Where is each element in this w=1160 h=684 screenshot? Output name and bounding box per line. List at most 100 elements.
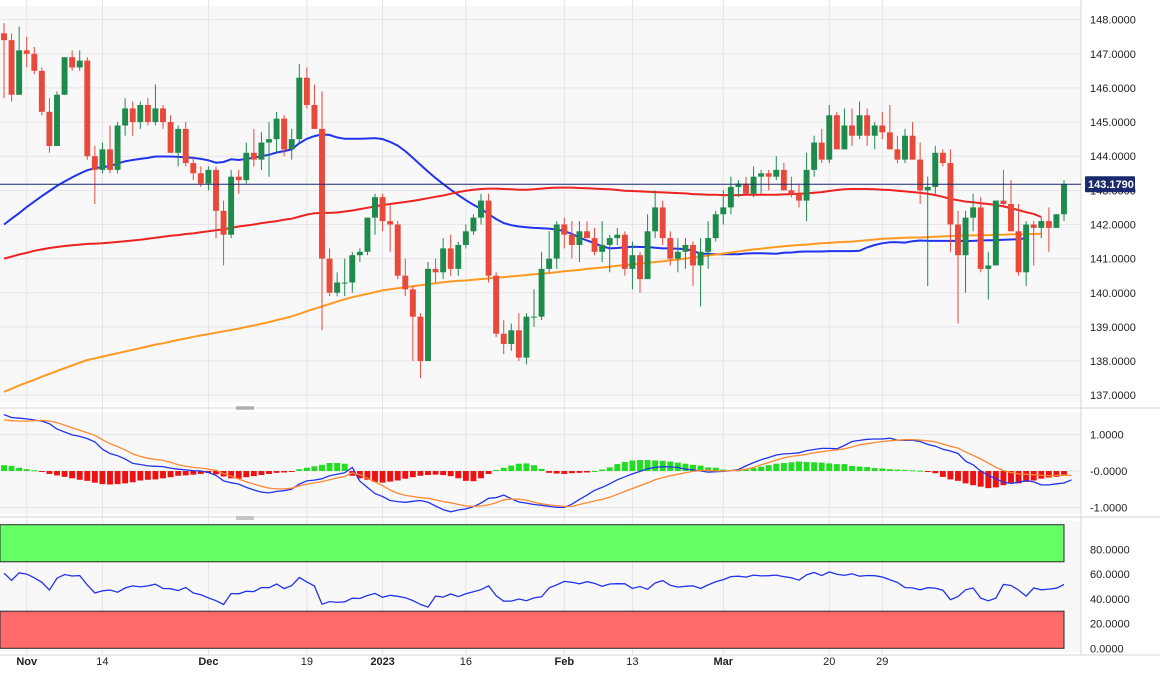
time-axis-label: Feb — [555, 656, 575, 668]
candle — [750, 166, 757, 198]
drag-handle-icon — [236, 406, 254, 410]
candle — [500, 320, 507, 355]
macd-histogram-bar — [281, 471, 288, 473]
candle — [621, 231, 628, 276]
macd-histogram-bar — [841, 464, 848, 472]
macd-histogram-bar — [372, 471, 378, 482]
macd-histogram-bar — [629, 460, 636, 472]
candle — [803, 152, 810, 222]
candle-body — [54, 94, 60, 146]
candle — [849, 108, 855, 146]
macd-histogram-bar — [228, 471, 235, 479]
macd-line — [3, 413, 1072, 513]
candle — [311, 84, 318, 129]
candle-body — [750, 176, 757, 194]
candle-body — [712, 214, 719, 239]
candle-body — [917, 159, 924, 191]
candle — [91, 145, 98, 204]
candle — [735, 180, 742, 198]
candle-body — [788, 190, 795, 194]
candles — [1, 23, 1067, 379]
candle-body — [107, 149, 113, 170]
candle-body — [190, 163, 197, 174]
candle-body — [667, 238, 674, 259]
macd-histogram-bar — [644, 460, 651, 472]
macd-histogram-bar — [266, 471, 272, 474]
macd-histogram-bar — [591, 471, 598, 473]
ma-fast-line — [3, 133, 1027, 256]
macd-histogram-bar — [402, 471, 409, 479]
macd-histogram-bar — [1045, 471, 1052, 478]
rsi-oversold-zone — [0, 610, 1065, 649]
candle-body — [129, 108, 136, 123]
candle-body — [614, 234, 621, 239]
candle-body — [992, 200, 999, 266]
candle — [394, 221, 401, 280]
candle-body — [1045, 221, 1052, 228]
candle-body — [637, 255, 643, 280]
candle — [606, 234, 613, 273]
rsi-tick-label: 40.0000 — [1090, 594, 1130, 606]
macd-histogram-bar — [818, 462, 825, 472]
moving-averages — [3, 133, 1042, 393]
candle — [743, 176, 749, 194]
candle — [637, 251, 643, 293]
macd-histogram-bar — [288, 471, 295, 473]
macd-histogram-bar — [144, 471, 151, 480]
candle — [84, 57, 91, 160]
candle-body — [682, 244, 689, 252]
candle-body — [1023, 224, 1030, 273]
candle — [667, 231, 674, 266]
candle-body — [455, 244, 462, 269]
macd-histogram-bar — [1008, 471, 1014, 483]
macd-histogram-bar — [99, 471, 106, 485]
candle-body — [690, 244, 696, 266]
macd-histogram-bar — [417, 471, 424, 476]
candle — [364, 217, 371, 256]
candle-body — [939, 152, 946, 164]
candle — [228, 169, 235, 239]
candle-body — [780, 169, 787, 191]
rsi-tick-label: 80.0000 — [1090, 544, 1130, 556]
rsi-tick-label: 20.0000 — [1090, 619, 1130, 631]
candle — [493, 272, 500, 338]
ma-slow-line — [3, 232, 1042, 393]
price-tick-label: 147.0000 — [1090, 49, 1136, 61]
candle-body — [720, 207, 727, 215]
candle — [659, 200, 666, 245]
candle — [690, 241, 696, 286]
candle — [970, 193, 977, 232]
macd-histogram-bar — [886, 469, 893, 472]
candle-body — [932, 152, 939, 187]
panel-backgrounds — [0, 6, 1081, 652]
macd-histogram-bar — [84, 471, 91, 481]
macd-histogram-bar — [538, 468, 545, 472]
macd-histogram-bar — [364, 471, 371, 480]
candle-body — [947, 163, 954, 225]
price-tick-label: 148.0000 — [1090, 15, 1136, 27]
candle-body — [425, 268, 431, 362]
macd-histogram-bar — [659, 460, 666, 472]
candle — [538, 251, 545, 321]
candle — [417, 313, 424, 379]
macd-histogram-bar — [811, 462, 818, 472]
candle — [235, 169, 242, 194]
candle — [591, 227, 598, 256]
candle-body — [364, 217, 371, 252]
candle — [356, 248, 363, 263]
macd-histogram-bar — [213, 471, 219, 475]
macd-histogram-bar — [864, 467, 871, 472]
time-axis-label: 14 — [96, 656, 108, 668]
candle — [629, 241, 636, 290]
macd-histogram-bar — [69, 471, 76, 479]
candle-body — [69, 57, 76, 68]
candle-body — [462, 231, 469, 245]
candle-body — [228, 176, 235, 235]
candle — [470, 214, 477, 235]
time-axis-label: Mar — [714, 656, 734, 668]
macd-histogram-bar — [849, 465, 855, 472]
candle-body — [8, 40, 15, 95]
macd-histogram-bar — [637, 460, 643, 472]
candle — [879, 111, 886, 140]
candle — [61, 57, 68, 95]
